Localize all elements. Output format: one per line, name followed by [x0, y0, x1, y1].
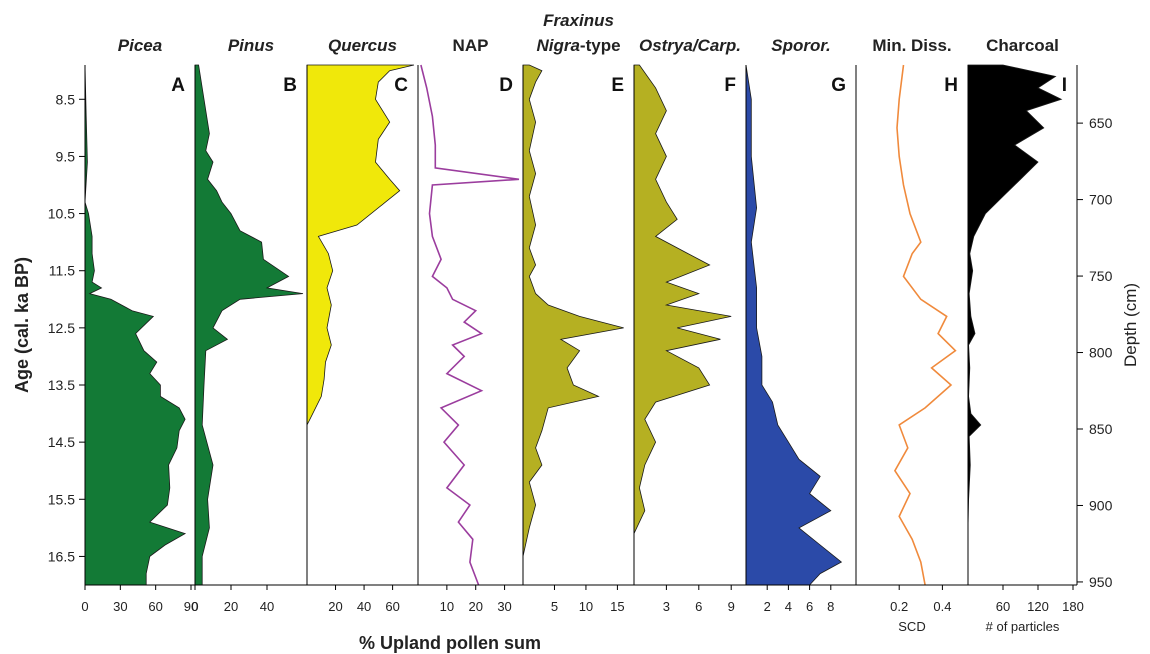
panel-H-line	[893, 64, 957, 586]
panel-H-xtick-label: 0.4	[933, 599, 951, 614]
panel-G-xtick-label: 4	[785, 599, 792, 614]
panel-G-xtick-label: 8	[827, 599, 834, 614]
panel-B-letter: B	[283, 75, 297, 96]
panel-C-xtick-label: 40	[357, 599, 371, 614]
panel-G-title: Sporor.	[771, 36, 831, 55]
panel-G-xtick-label: 2	[764, 599, 771, 614]
age-tick-label: 12.5	[48, 320, 75, 336]
panel-F-area	[633, 64, 732, 585]
panel-F-xtick-label: 6	[695, 599, 702, 614]
age-tick-label: 8.5	[56, 91, 76, 107]
panel-E-letter: E	[611, 75, 624, 96]
panel-H: H Min. Diss. 0.2 0.4 SCD	[855, 36, 958, 634]
panel-C-title: Quercus	[328, 36, 397, 55]
panel-A-title: Picea	[118, 36, 162, 55]
panel-B-xtick-label: 20	[224, 599, 238, 614]
panel-A-xtick-label: 90	[184, 599, 198, 614]
panel-B-xtick-label: 0	[191, 599, 198, 614]
y-right-axis-label: Depth (cm)	[1121, 283, 1140, 367]
panel-F-letter: F	[724, 75, 736, 96]
panel-I-unit-label: # of particles	[986, 619, 1060, 634]
age-tick-label: 13.5	[48, 377, 75, 393]
panel-A-xtick-label: 30	[113, 599, 127, 614]
panel-G-area	[745, 64, 843, 586]
panel-C-letter: C	[394, 75, 408, 96]
depth-tick-label: 700	[1089, 192, 1113, 208]
panel-H-xtick-label: 0.2	[890, 599, 908, 614]
panel-A: A Picea 0 30 60 90	[81, 36, 198, 614]
panel-A-xtick-label: 0	[81, 599, 88, 614]
panel-E-title-line2: Nigra-type	[536, 36, 620, 55]
depth-tick-label: 750	[1089, 268, 1113, 284]
panel-E: E Fraxinus Nigra-type 5 10 15	[522, 11, 625, 614]
depth-tick-label: 900	[1089, 497, 1113, 513]
panel-B-xtick-label: 40	[260, 599, 274, 614]
depth-tick-label: 950	[1089, 574, 1113, 590]
depth-tick-label: 850	[1089, 421, 1113, 437]
panel-G-letter: G	[831, 75, 846, 96]
age-tick-label: 11.5	[49, 263, 75, 279]
panel-C-xtick-label: 20	[328, 599, 342, 614]
depth-tick-label: 650	[1089, 115, 1113, 131]
panel-B-title: Pinus	[228, 36, 274, 55]
panel-I-area	[967, 64, 1063, 585]
panel-C-xtick-label: 60	[385, 599, 399, 614]
panel-E-area	[522, 64, 624, 585]
panel-E-xtick-label: 10	[579, 599, 593, 614]
panel-A-letter: A	[171, 75, 185, 96]
panel-H-letter: H	[944, 75, 958, 96]
panel-D: D NAP 10 20 30	[417, 36, 520, 614]
y-left-axis-label: Age (cal. ka BP)	[12, 257, 32, 393]
panel-G-xtick-label: 6	[806, 599, 813, 614]
panel-G: G Sporor. 2 4 6 8	[745, 36, 846, 614]
panel-I-xtick-label: 60	[996, 599, 1010, 614]
panel-A-area	[84, 64, 187, 586]
panel-I-xtick-label: 180	[1062, 599, 1084, 614]
panel-F-xtick-label: 3	[663, 599, 670, 614]
panel-D-line	[420, 64, 520, 586]
panel-A-xtick-label: 60	[148, 599, 162, 614]
panel-I-letter: I	[1062, 75, 1067, 96]
age-tick-label: 9.5	[56, 148, 76, 164]
panel-F: F Ostrya/Carp. 3 6 9	[633, 36, 741, 614]
age-tick-label: 16.5	[48, 548, 75, 564]
panels-group: A Picea 0 30 60 90 B Pinus 0 20 40 C Quercus 20 40 60 D N…	[81, 11, 1083, 634]
panel-H-title: Min. Diss.	[872, 36, 951, 55]
panel-I-title: Charcoal	[986, 36, 1059, 55]
age-tick-label: 10.5	[48, 206, 75, 222]
panel-I: I Charcoal 60 120 180# of particles	[967, 36, 1084, 634]
panel-H-unit-label: SCD	[898, 619, 925, 634]
panel-E-xtick-label: 5	[551, 599, 558, 614]
depth-tick-label: 800	[1089, 345, 1113, 361]
panel-I-xtick-label: 120	[1027, 599, 1049, 614]
panel-C: C Quercus 20 40 60	[306, 36, 415, 614]
panel-B: B Pinus 0 20 40	[191, 36, 304, 614]
panel-D-title: NAP	[453, 36, 489, 55]
panel-F-title: Ostrya/Carp.	[639, 36, 741, 55]
panel-C-area	[306, 64, 415, 585]
panel-D-xtick-label: 30	[497, 599, 511, 614]
left-age-ticks: 8.5 9.5 10.5 11.5 12.5 13.5 14.5 15.5 16.5	[48, 91, 85, 564]
panel-D-xtick-label: 10	[440, 599, 454, 614]
x-common-axis-label: % Upland pollen sum	[359, 633, 541, 653]
panel-E-title-line1: Fraxinus	[543, 11, 614, 30]
panel-F-xtick-label: 9	[728, 599, 735, 614]
panel-D-letter: D	[499, 75, 513, 96]
age-tick-label: 15.5	[48, 491, 75, 507]
panel-D-xtick-label: 20	[468, 599, 482, 614]
age-tick-label: 14.5	[48, 434, 75, 450]
panel-E-xtick-label: 15	[610, 599, 624, 614]
right-depth-ticks: 650 700 750 800 850 900 950	[1077, 115, 1113, 590]
panel-B-area	[194, 64, 304, 586]
